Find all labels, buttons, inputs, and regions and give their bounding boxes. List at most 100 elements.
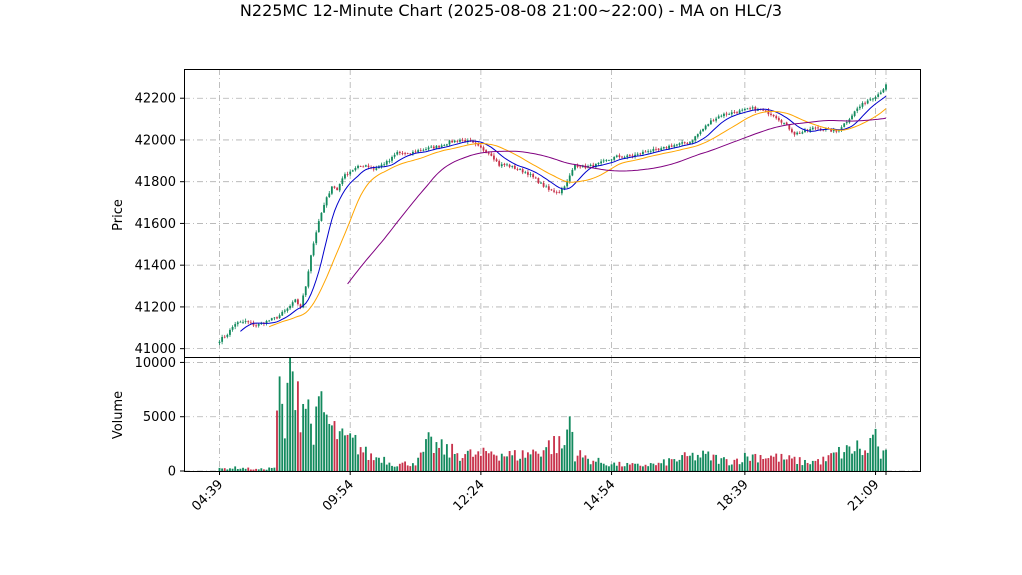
volume-bar xyxy=(273,467,276,471)
volume-bar xyxy=(670,459,673,471)
volume-bar xyxy=(409,466,412,471)
volume-bar xyxy=(461,458,464,471)
volume-tick-label: 0 xyxy=(168,465,176,480)
candle-body xyxy=(858,106,861,109)
volume-bar xyxy=(425,439,427,471)
candle-body xyxy=(249,322,252,324)
candle-body xyxy=(715,118,718,121)
candle-body xyxy=(451,140,454,143)
volume-bar xyxy=(440,439,443,471)
volume-bar xyxy=(824,461,827,471)
candle-body xyxy=(430,146,433,148)
candle-body xyxy=(299,304,302,308)
volume-bar xyxy=(521,450,524,471)
candle-body xyxy=(289,305,291,309)
volume-bar xyxy=(260,468,263,471)
volume-bar xyxy=(338,431,341,471)
volume-bar xyxy=(419,452,422,471)
volume-bar xyxy=(830,453,833,471)
candle-body xyxy=(396,152,399,155)
candle-body xyxy=(498,161,501,166)
volume-bar xyxy=(636,463,639,471)
volume-bar xyxy=(587,458,589,471)
price-axis-label: Price xyxy=(111,199,126,231)
candle-body xyxy=(364,165,367,167)
candle-body xyxy=(490,153,493,156)
volume-bar xyxy=(370,453,373,471)
candle-body xyxy=(872,98,874,100)
candle-body xyxy=(519,169,521,170)
volume-bar xyxy=(312,444,315,471)
volume-bar xyxy=(634,463,636,471)
volume-bar xyxy=(276,410,278,471)
candle-body xyxy=(527,172,529,175)
volume-bar xyxy=(477,451,480,471)
candle-body xyxy=(234,324,237,327)
volume-bar xyxy=(500,453,503,471)
volume-bar xyxy=(770,455,772,471)
candle-body xyxy=(699,131,702,135)
ma-line-50 xyxy=(347,117,887,285)
volume-bar xyxy=(325,414,328,471)
candle-body xyxy=(686,142,689,144)
candle-body xyxy=(221,336,224,342)
volume-bar xyxy=(694,460,697,471)
volume-bar xyxy=(404,461,406,471)
volume-bar xyxy=(738,464,741,471)
volume-bar xyxy=(328,423,331,471)
volume-bar xyxy=(495,455,498,471)
candle-body xyxy=(689,142,691,144)
volume-bar xyxy=(702,450,704,471)
candle-body xyxy=(231,326,234,330)
candle-body xyxy=(354,167,357,171)
candle-body xyxy=(338,184,341,191)
volume-bar xyxy=(412,463,414,471)
volume-bar xyxy=(822,456,825,471)
candle-body xyxy=(631,155,634,157)
candle-body xyxy=(762,109,765,111)
volume-bar xyxy=(351,437,354,471)
candle-body xyxy=(730,112,733,115)
candle-body xyxy=(608,160,610,161)
candle-body xyxy=(885,84,887,90)
candle-body xyxy=(568,175,571,182)
candle-body xyxy=(464,139,467,143)
volume-bar xyxy=(730,464,733,471)
candle-body xyxy=(325,197,328,206)
volume-bar xyxy=(349,433,352,471)
candle-body xyxy=(281,311,284,316)
candle-body xyxy=(398,151,401,153)
volume-bars xyxy=(218,357,887,471)
candle-body xyxy=(840,127,843,131)
volume-bar xyxy=(652,463,655,471)
volume-bar xyxy=(767,458,770,471)
volume-bar xyxy=(618,461,621,471)
candle-body xyxy=(843,123,846,127)
candle-body xyxy=(861,103,864,107)
volume-bar xyxy=(597,457,600,471)
volume-bar xyxy=(675,461,678,471)
volume-bar xyxy=(858,448,861,471)
volume-bar xyxy=(524,457,527,471)
volume-bar xyxy=(798,457,801,471)
candle-body xyxy=(662,147,665,149)
volume-bar xyxy=(299,432,302,471)
volume-y-axis: 0 5000 10000 xyxy=(135,356,184,480)
volume-bar xyxy=(872,434,874,471)
candle-body xyxy=(315,232,318,244)
candle-body xyxy=(720,115,723,117)
candle-body xyxy=(869,99,872,101)
volume-bar xyxy=(790,458,793,471)
volume-bar xyxy=(817,459,819,471)
candle-body xyxy=(618,155,621,157)
volume-bar xyxy=(832,452,835,471)
candle-body xyxy=(809,129,812,132)
candle-body xyxy=(835,129,838,132)
candle-body xyxy=(819,128,822,130)
volume-bar xyxy=(542,450,545,471)
candle-body xyxy=(537,178,540,184)
volume-bar xyxy=(427,432,430,471)
candle-body xyxy=(673,145,676,147)
volume-panel-frame xyxy=(184,357,921,472)
candle-body xyxy=(273,317,276,319)
